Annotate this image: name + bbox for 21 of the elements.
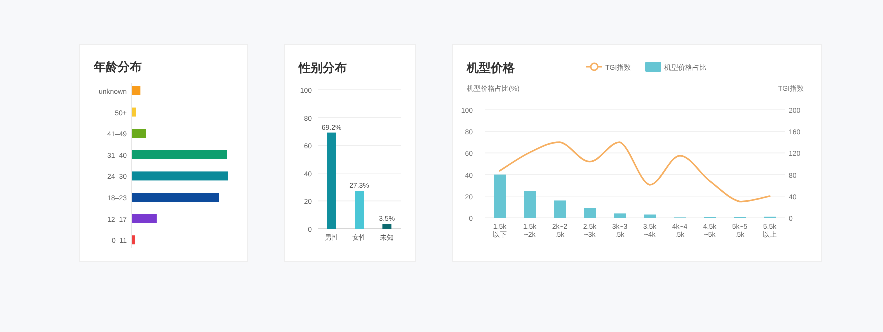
bar	[554, 200, 566, 218]
bar	[382, 224, 392, 229]
bar	[132, 86, 141, 96]
bar	[132, 108, 136, 117]
bar	[644, 214, 656, 218]
chart-title: 机型价格	[466, 61, 516, 75]
chart-title: 年龄分布	[93, 60, 142, 74]
bar	[132, 129, 146, 138]
bar	[327, 132, 336, 229]
bar	[132, 150, 228, 160]
chart-title: 性别分布	[298, 61, 347, 75]
bar	[614, 214, 626, 218]
line-series	[499, 142, 771, 203]
bar	[584, 208, 596, 218]
bar	[132, 172, 228, 181]
bar	[132, 236, 136, 245]
bar	[524, 191, 536, 218]
bar	[494, 174, 506, 218]
bar	[355, 191, 364, 229]
bar	[132, 214, 157, 224]
bar	[132, 193, 220, 202]
